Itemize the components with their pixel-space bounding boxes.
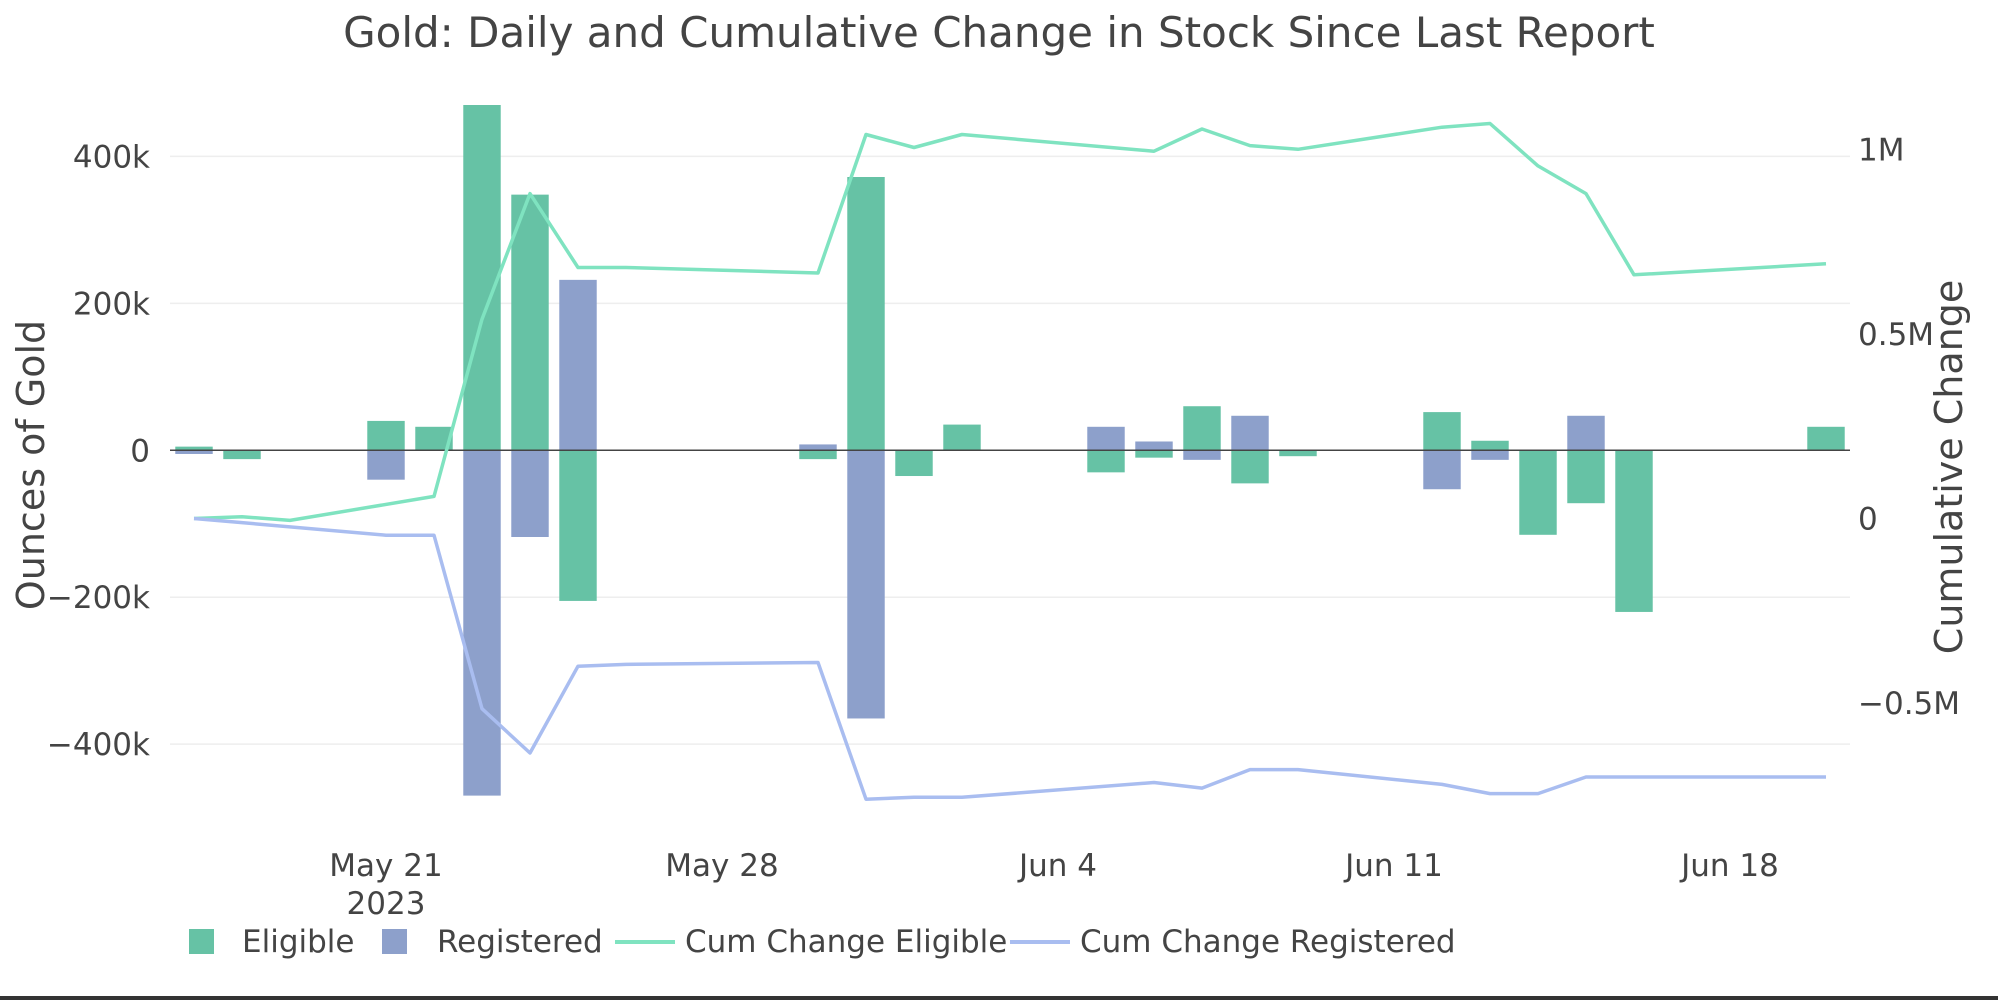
x-tick-label: Jun 18	[1679, 848, 1779, 884]
bar-eligible	[1807, 426, 1845, 451]
legend-label-cum-registered[interactable]: Cum Change Registered	[1080, 924, 1456, 960]
bar-registered	[1135, 441, 1173, 451]
cumulative-lines	[193, 121, 1827, 801]
bar-registered	[511, 450, 549, 537]
bar-eligible	[175, 446, 213, 451]
chart-title: Gold: Daily and Cumulative Change in Sto…	[343, 8, 1655, 57]
bar-eligible	[415, 426, 453, 451]
legend-swatch-registered[interactable]	[382, 929, 407, 954]
bar-eligible	[799, 450, 837, 460]
bar-registered	[559, 279, 597, 451]
x-tick-label: Jun 4	[1017, 848, 1097, 884]
y-tick-label: 0	[130, 433, 150, 469]
line-cum-change-registered	[193, 516, 1826, 801]
bar-eligible	[1615, 450, 1653, 612]
bar-registered	[1231, 415, 1269, 451]
bar-eligible	[463, 105, 501, 451]
line-cum-change-eligible	[193, 121, 1827, 523]
y2-axis-title: Cumulative Change	[1927, 280, 1971, 654]
bar-eligible	[1279, 450, 1317, 457]
bar-registered	[367, 450, 405, 480]
bar-eligible	[559, 450, 597, 601]
legend: Eligible Registered Cum Change Eligible …	[189, 924, 1456, 960]
bar-eligible	[223, 450, 261, 460]
y-tick-label: −400k	[47, 727, 150, 763]
x-tick-label: Jun 11	[1343, 848, 1443, 884]
y2-tick-label: 1M	[1858, 132, 1904, 168]
bar-eligible	[1567, 450, 1605, 504]
x-tick-label: May 28	[665, 848, 778, 884]
bar-eligible	[847, 177, 885, 451]
bar-eligible	[1471, 440, 1509, 451]
bar-eligible	[1183, 406, 1221, 451]
axis-ticks: −400k −200k 0 200k 400k −0.5M 0 0.5M 1M May 21202…	[47, 132, 1960, 922]
bar-registered	[463, 450, 501, 796]
y2-tick-label: 0.5M	[1858, 317, 1934, 353]
bar-eligible	[943, 424, 981, 451]
y-tick-label: 400k	[73, 139, 150, 175]
legend-label-eligible[interactable]: Eligible	[242, 924, 354, 960]
y2-tick-label: 0	[1858, 502, 1878, 538]
bar-registered	[1087, 426, 1125, 451]
y-tick-label: −200k	[47, 580, 150, 616]
x-tick-sublabel: 2023	[347, 886, 426, 922]
legend-label-cum-eligible[interactable]: Cum Change Eligible	[685, 924, 1007, 960]
bar-registered	[175, 450, 213, 454]
bar-registered	[1471, 450, 1509, 460]
bar-registered	[1567, 415, 1605, 451]
bar-eligible	[1519, 450, 1557, 535]
bar-eligible	[367, 420, 405, 451]
bar-registered	[799, 444, 837, 451]
legend-swatch-eligible[interactable]	[189, 929, 214, 954]
y-axis-title: Ounces of Gold	[9, 320, 53, 610]
bar-registered	[1423, 450, 1461, 490]
bar-eligible	[1135, 450, 1173, 458]
bar-eligible	[1423, 412, 1461, 451]
y2-tick-label: −0.5M	[1858, 686, 1960, 722]
bars	[175, 105, 1845, 796]
bar-eligible	[1087, 450, 1125, 473]
bottom-border	[0, 996, 1998, 1000]
bar-eligible	[511, 194, 549, 451]
bar-eligible	[1231, 450, 1269, 484]
bar-registered	[1183, 450, 1221, 460]
bar-registered	[847, 450, 885, 719]
y-tick-label: 200k	[73, 286, 150, 322]
x-tick-label: May 21	[329, 848, 442, 884]
bar-eligible	[895, 450, 933, 477]
legend-label-registered[interactable]: Registered	[437, 924, 603, 960]
